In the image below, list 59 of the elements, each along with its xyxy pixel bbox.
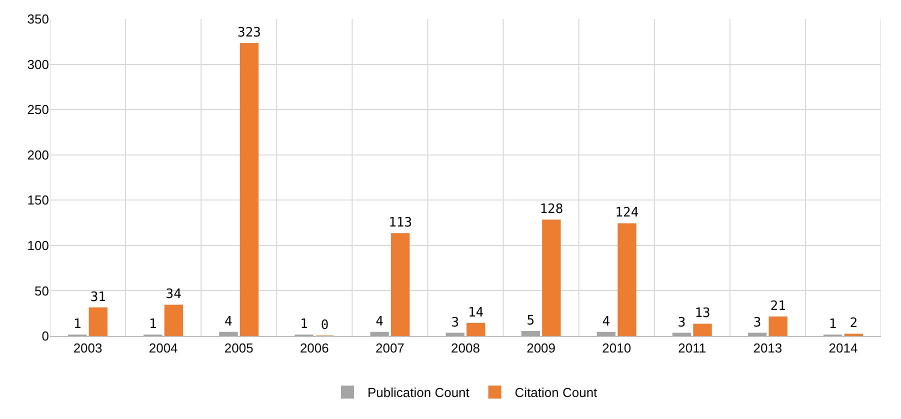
x-tick-label: 2010 — [602, 340, 632, 356]
bar — [693, 324, 712, 336]
data-label: 2 — [850, 316, 858, 332]
data-label: 4 — [376, 314, 384, 330]
data-label: 4 — [602, 314, 610, 330]
x-tick-label: 2005 — [224, 340, 254, 356]
data-label: 31 — [90, 290, 106, 305]
bar — [768, 316, 788, 336]
data-label: 3 — [753, 315, 762, 330]
bar — [219, 332, 238, 336]
bar — [596, 332, 616, 336]
x-tick-label: 2008 — [451, 340, 480, 356]
data-label: 4 — [224, 314, 232, 330]
data-label: 1 — [300, 317, 308, 332]
bar — [466, 322, 486, 336]
bar — [542, 220, 561, 336]
bar — [240, 42, 259, 336]
data-label: 0 — [320, 318, 329, 333]
x-tick-label: 2004 — [148, 340, 178, 356]
y-tick-label: 100 — [27, 238, 49, 253]
y-tick-label: 300 — [27, 56, 49, 72]
legend-label: Publication Count — [368, 385, 470, 400]
bar — [521, 330, 540, 336]
data-label: 5 — [526, 313, 535, 328]
data-label: 3 — [451, 315, 460, 330]
x-tick-label: 2007 — [375, 340, 404, 356]
data-label: 14 — [468, 305, 484, 320]
x-tick-label: 2013 — [753, 340, 782, 356]
data-label: 21 — [770, 298, 786, 314]
x-tick-label: 2014 — [828, 340, 858, 356]
y-tick-label: 150 — [27, 192, 49, 208]
data-label: 128 — [540, 202, 564, 218]
y-tick-label: 50 — [34, 283, 49, 298]
bar — [446, 332, 464, 336]
data-label: 13 — [694, 306, 710, 322]
data-label: 3 — [678, 315, 686, 330]
x-tick-label: 2003 — [73, 340, 102, 356]
data-label: 1 — [149, 317, 157, 332]
bar — [618, 223, 636, 336]
bar — [391, 233, 410, 336]
data-label: 1 — [73, 317, 82, 332]
bar — [164, 304, 184, 336]
y-tick-label: 250 — [27, 102, 49, 118]
x-tick-label: 2011 — [678, 340, 706, 356]
y-tick-label: 200 — [27, 147, 49, 162]
x-tick-label: 2009 — [526, 340, 556, 356]
bar — [748, 332, 767, 336]
data-label: 113 — [388, 216, 412, 231]
x-tick-label: 2006 — [300, 340, 329, 356]
legend-label: Citation Count — [514, 385, 598, 400]
data-label: 1 — [828, 317, 837, 332]
data-label: 34 — [166, 287, 182, 302]
y-tick-label: 0 — [42, 328, 49, 344]
bar — [370, 332, 389, 336]
data-label: 124 — [615, 206, 639, 221]
bar — [672, 332, 692, 336]
y-tick-label: 350 — [27, 12, 49, 27]
data-label: 323 — [238, 25, 261, 40]
bar — [88, 307, 108, 336]
